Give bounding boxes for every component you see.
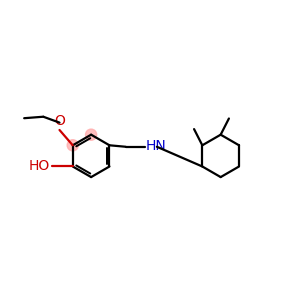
Circle shape (85, 129, 97, 140)
Circle shape (67, 140, 78, 151)
Text: HO: HO (28, 160, 50, 173)
Text: O: O (54, 114, 65, 128)
Text: HN: HN (146, 139, 166, 153)
